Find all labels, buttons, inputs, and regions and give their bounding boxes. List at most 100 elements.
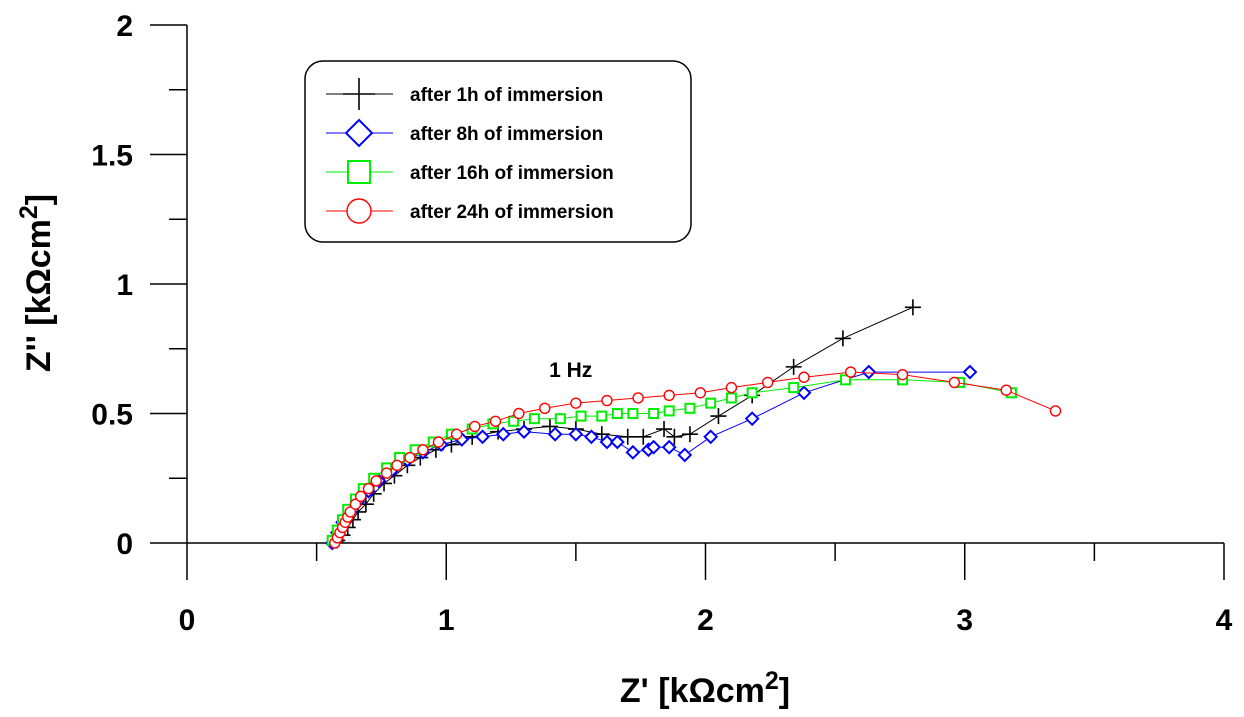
data-point	[584, 429, 599, 445]
data-point	[904, 299, 921, 316]
data-point	[677, 447, 693, 463]
series-line	[331, 379, 1012, 541]
data-point	[370, 475, 382, 487]
x-tick-label: 3	[956, 604, 973, 637]
data-point	[516, 424, 532, 440]
data-point	[684, 402, 696, 414]
x-tick-label: 4	[1216, 604, 1233, 637]
data-point	[362, 482, 375, 495]
data-point	[391, 459, 403, 471]
data-point	[541, 418, 558, 435]
data-point	[575, 410, 587, 422]
data-point	[554, 413, 566, 425]
data-point	[404, 451, 416, 464]
legend-label: after 1h of immersion	[410, 85, 603, 106]
legend-label: after 24h of immersion	[410, 202, 614, 223]
legend-marker	[343, 78, 375, 110]
frequency-annotation: 1 Hz	[549, 359, 592, 382]
x-axis-title: Z' [kΩcm2]	[620, 667, 790, 710]
data-point	[611, 408, 623, 419]
data-point	[725, 381, 738, 394]
data-point	[593, 426, 610, 443]
data-point	[725, 392, 737, 404]
data-point	[625, 444, 641, 460]
data-point	[656, 421, 673, 438]
data-point	[354, 490, 367, 503]
ticks: 0 1 2 3 4 0 0.5 1 1.5 2	[91, 10, 1232, 637]
data-point	[705, 397, 717, 409]
data-point	[495, 426, 511, 442]
legend-item: after 1h of immersion	[326, 78, 603, 110]
data-point	[663, 405, 675, 417]
data-point	[508, 415, 520, 427]
data-point	[547, 426, 563, 442]
data-point	[694, 387, 707, 399]
data-point	[746, 387, 758, 399]
series-4	[329, 366, 1062, 549]
data-point	[528, 413, 540, 425]
series-1	[329, 299, 921, 549]
data-point	[785, 358, 802, 375]
y-tick-label: 1	[116, 269, 133, 302]
x-tick-label: 1	[438, 604, 455, 637]
y-axis-title: Z'' [kΩcm2]	[15, 194, 58, 372]
data-point	[896, 368, 909, 381]
y-tick-label: 0.5	[91, 399, 133, 432]
data-point	[661, 439, 677, 455]
data-point	[663, 389, 675, 402]
data-point	[432, 436, 445, 448]
data-point	[635, 428, 652, 445]
data-point	[380, 467, 393, 479]
data-point	[710, 408, 727, 425]
series-3	[326, 374, 1017, 546]
data-point	[948, 376, 961, 389]
data-point	[568, 426, 584, 442]
data-point	[632, 392, 644, 404]
data-point	[762, 376, 774, 389]
data-point	[570, 397, 582, 409]
data-point	[703, 429, 719, 445]
data-point	[619, 428, 636, 445]
legend-marker	[346, 198, 372, 224]
data-point	[450, 428, 463, 440]
data-point	[798, 371, 810, 383]
x-tick-label: 2	[697, 604, 714, 637]
legend-marker	[344, 118, 374, 148]
series-2	[324, 364, 978, 551]
data-point	[475, 429, 490, 445]
data-point	[627, 408, 639, 419]
data-point	[861, 364, 877, 380]
legend-marker	[347, 160, 371, 184]
data-point	[744, 411, 760, 427]
data-point	[1049, 405, 1062, 417]
legend-label: after 8h of immersion	[410, 124, 603, 145]
data-point	[513, 407, 525, 420]
data-point	[599, 434, 615, 450]
series-line	[337, 306, 914, 541]
y-tick-label: 1.5	[91, 140, 133, 173]
legend: after 1h of immersion after 8h of immersi…	[304, 60, 692, 243]
x-tick-label: 0	[179, 604, 196, 637]
y-tick-label: 0	[116, 528, 133, 561]
data-point	[349, 498, 362, 510]
data-point	[796, 385, 812, 401]
data-point	[788, 382, 800, 394]
legend-item: after 16h of immersion	[326, 160, 614, 184]
data-point	[839, 374, 851, 386]
data-point	[834, 330, 851, 347]
series-layer	[324, 299, 1062, 551]
data-point	[681, 426, 698, 443]
data-point	[844, 366, 857, 378]
data-point	[666, 428, 683, 445]
data-point	[596, 410, 608, 422]
legend-box	[304, 60, 692, 243]
series-line	[334, 371, 1056, 544]
legend-label: after 16h of immersion	[410, 163, 614, 184]
data-point	[344, 506, 357, 518]
data-point	[646, 439, 662, 455]
data-point	[601, 394, 613, 407]
data-point	[1000, 384, 1012, 396]
legend-item: after 8h of immersion	[326, 118, 603, 148]
data-point	[962, 364, 978, 380]
